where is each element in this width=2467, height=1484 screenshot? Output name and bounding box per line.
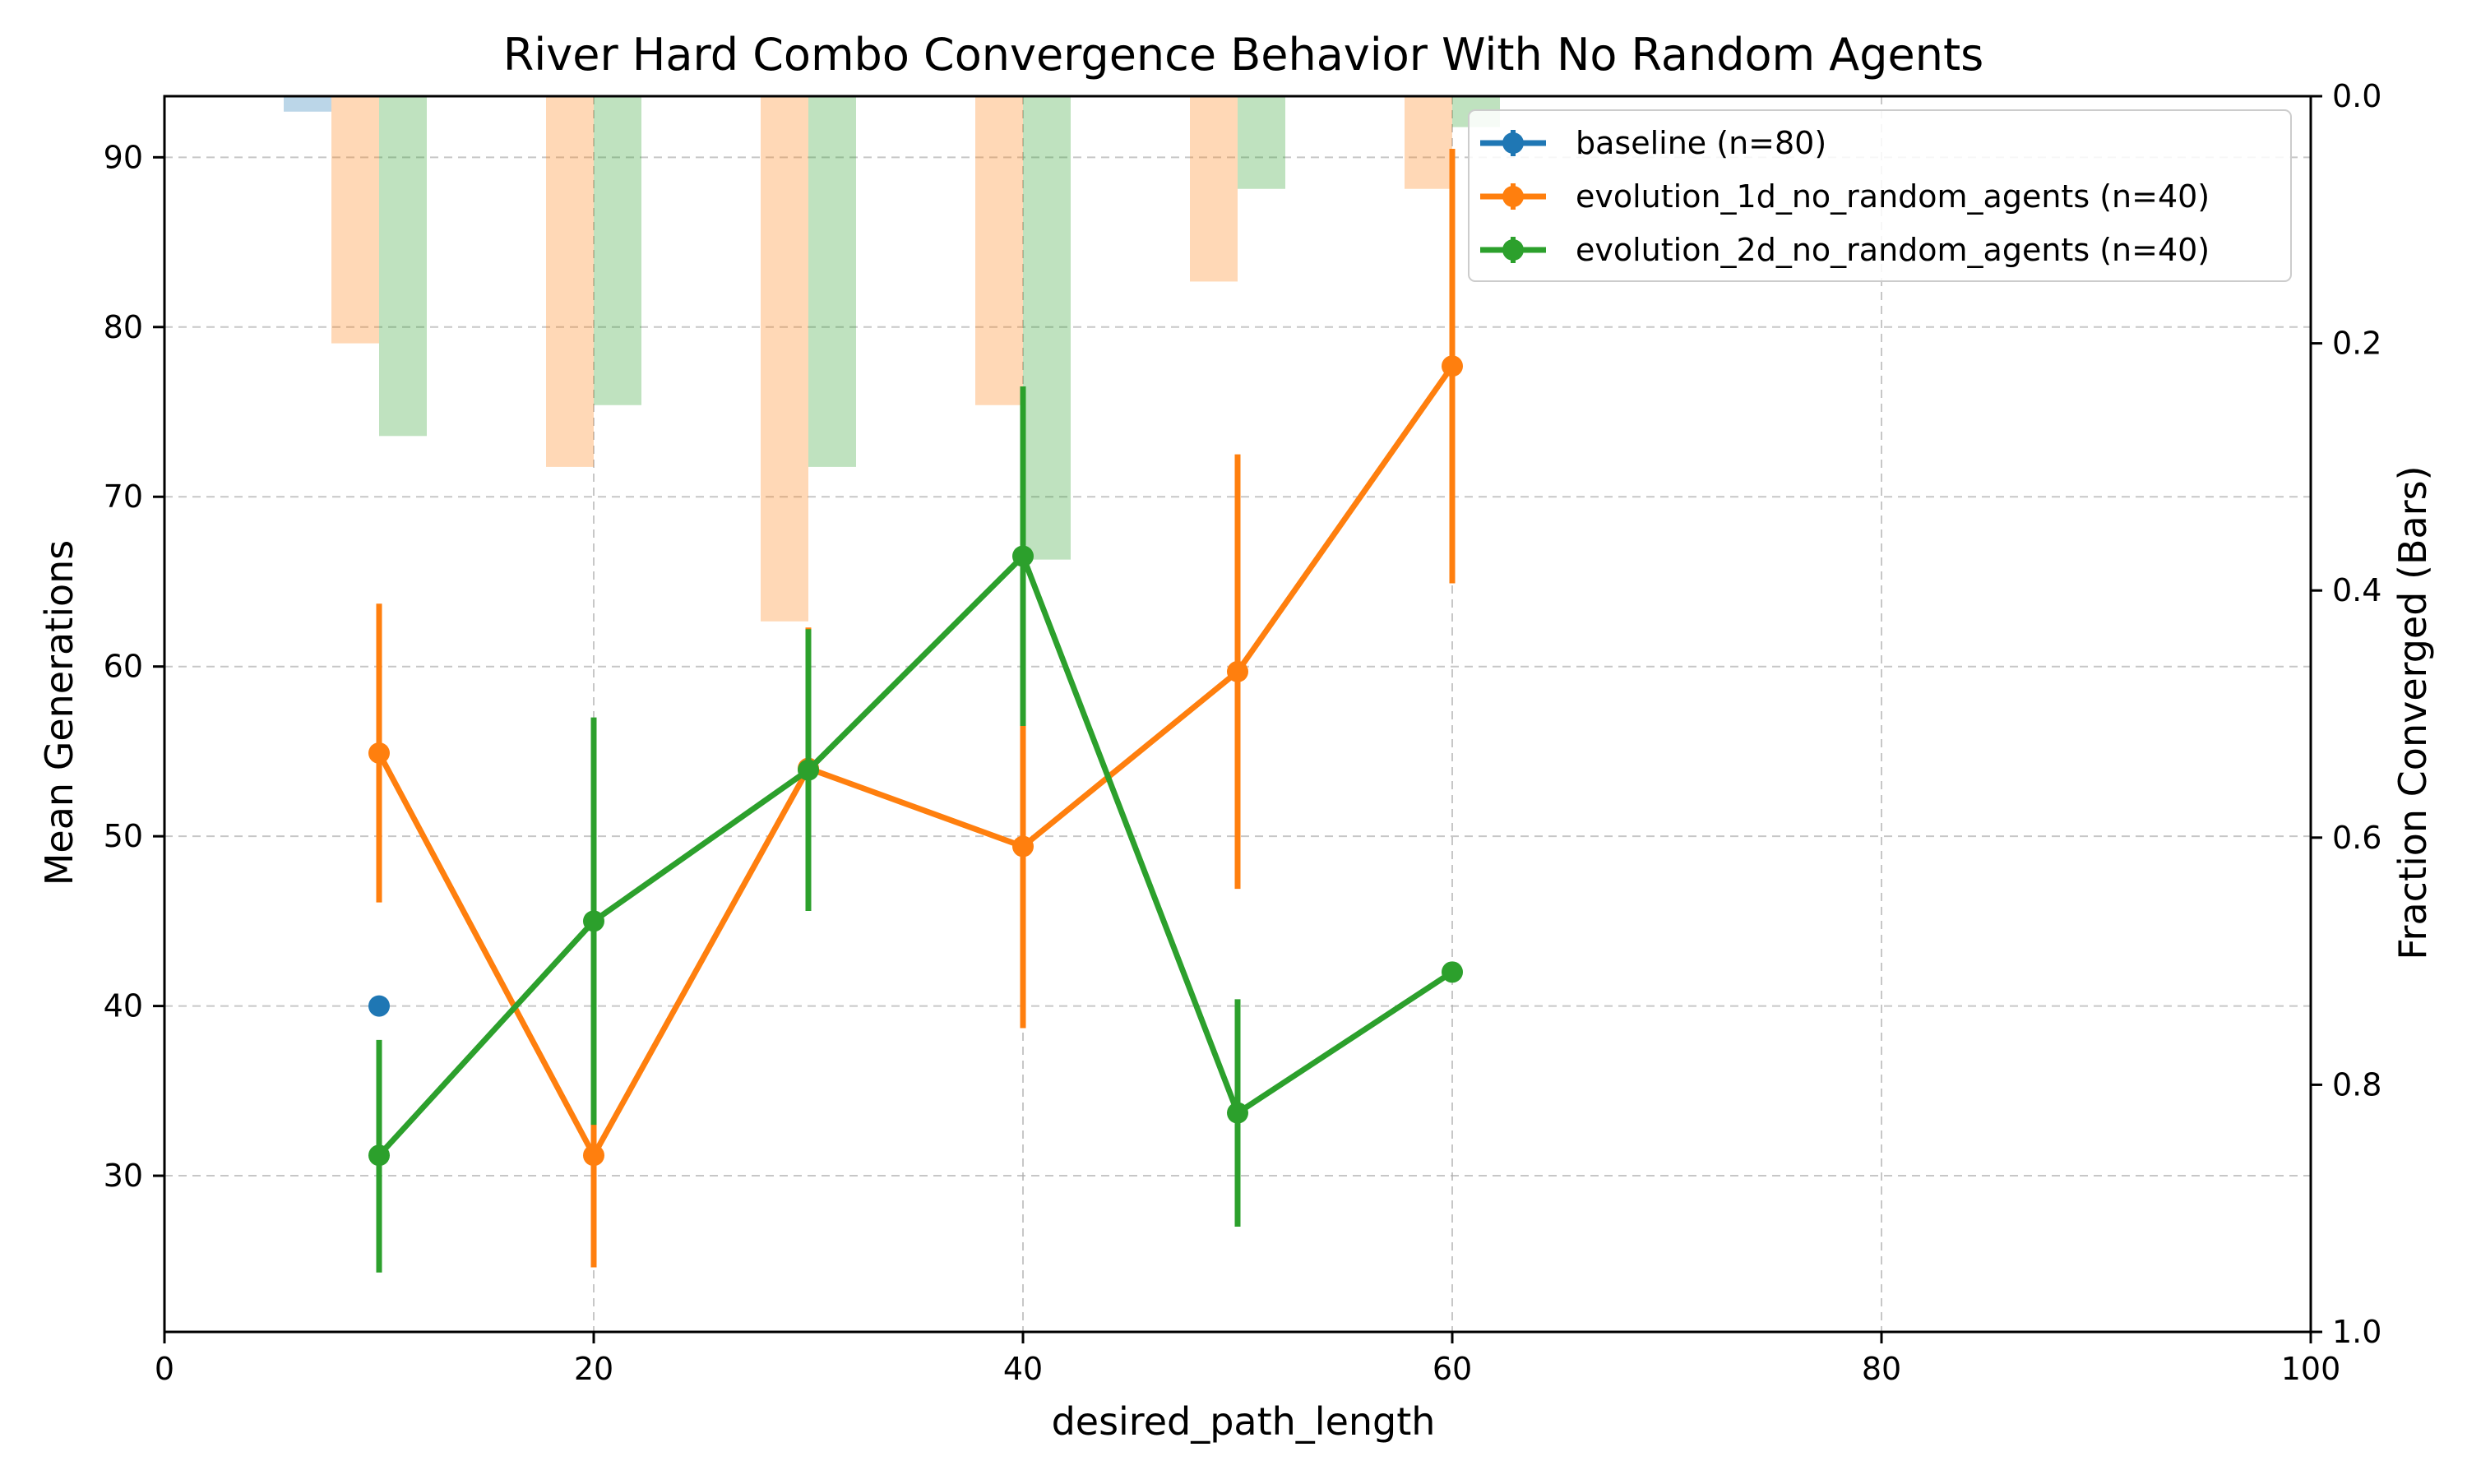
legend-label: evolution_1d_no_random_agents (n=40)	[1576, 178, 2210, 215]
legend-marker	[1502, 239, 1524, 261]
x-tick-label: 0	[155, 1351, 174, 1387]
series-line	[376, 364, 1455, 1158]
x-tick-label: 80	[1862, 1351, 1901, 1387]
fraction-bar	[379, 96, 427, 437]
x-tick-label: 100	[2281, 1351, 2341, 1387]
fraction-bar	[594, 96, 641, 405]
y2-tick-label: 1.0	[2332, 1314, 2381, 1350]
legend-marker	[1502, 186, 1524, 207]
fraction-bar	[331, 96, 379, 344]
data-point	[583, 910, 604, 932]
data-point	[368, 742, 390, 764]
data-point	[583, 1144, 604, 1167]
legend-marker	[1502, 132, 1524, 154]
y-tick-label: 60	[104, 649, 143, 685]
fraction-bar	[808, 96, 856, 467]
y2-tick-label: 0.4	[2332, 572, 2381, 608]
data-point	[1012, 545, 1034, 567]
y-axis-label: Mean Generations	[37, 540, 81, 886]
y-tick-label: 90	[104, 139, 143, 175]
y-tick-label: 70	[104, 478, 143, 515]
data-point	[368, 995, 390, 1017]
data-point	[1442, 355, 1463, 377]
y2-axis-label: Fraction Converged (Bars)	[2391, 465, 2435, 959]
y2-tick-label: 0.6	[2332, 820, 2381, 856]
fraction-bar	[761, 96, 808, 622]
data-point	[1442, 961, 1463, 983]
data-point	[1227, 1102, 1248, 1124]
y2-tick-label: 0.2	[2332, 326, 2381, 362]
chart-title: River Hard Combo Convergence Behavior Wi…	[503, 29, 1984, 81]
fraction-bar	[1190, 96, 1238, 282]
x-tick-label: 60	[1433, 1351, 1472, 1387]
y-tick-label: 40	[104, 988, 143, 1024]
x-tick-label: 40	[1003, 1351, 1043, 1387]
plot-frame	[163, 95, 2312, 1334]
legend-label: baseline (n=80)	[1576, 125, 1826, 161]
data-point	[798, 759, 819, 781]
legend-label: evolution_2d_no_random_agents (n=40)	[1576, 232, 2210, 268]
y-tick-label: 50	[104, 818, 143, 854]
data-point	[368, 1144, 390, 1167]
x-axis-label: desired_path_length	[1052, 1399, 1436, 1444]
fraction-bar	[284, 96, 331, 112]
fraction-bar	[1023, 96, 1071, 560]
fraction-bar	[546, 96, 594, 467]
y2-tick-label: 0.0	[2332, 78, 2381, 114]
legend-box	[1468, 109, 2292, 282]
series-line	[377, 552, 1454, 1158]
x-tick-label: 20	[574, 1351, 613, 1387]
y-tick-label: 80	[104, 309, 143, 345]
data-point	[1227, 660, 1248, 682]
data-point	[1012, 835, 1034, 858]
y2-tick-label: 0.8	[2332, 1066, 2381, 1103]
y-tick-label: 30	[104, 1158, 143, 1194]
fraction-bar	[975, 96, 1023, 405]
fraction-bar	[1238, 96, 1285, 189]
fraction-bar	[1405, 96, 1452, 189]
